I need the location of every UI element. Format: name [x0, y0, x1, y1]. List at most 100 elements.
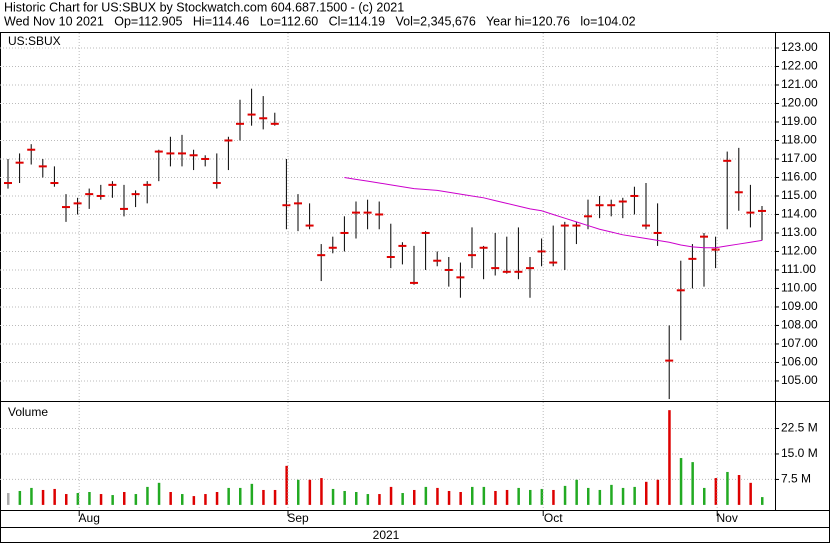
- y-tick-label: 108.00: [781, 318, 818, 332]
- volume-bar: [529, 489, 532, 505]
- y-tick-label: 15.0 M: [781, 446, 818, 460]
- y-tick-label: 22.5 M: [781, 421, 818, 435]
- x-tick-label: Aug: [79, 511, 100, 525]
- y-tick-label: 122.00: [781, 59, 818, 73]
- volume-bar: [343, 490, 346, 505]
- volume-bar: [761, 497, 764, 505]
- volume-bar: [99, 494, 103, 505]
- y-tick-label: 109.00: [781, 299, 818, 313]
- volume-bar: [331, 488, 335, 505]
- volume-bar: [610, 484, 613, 505]
- y-tick-label: 106.00: [781, 355, 818, 369]
- price-panel-title: US:SBUX: [8, 34, 61, 48]
- volume-bar: [378, 494, 381, 505]
- volume-bar: [598, 489, 602, 505]
- volume-bar: [192, 496, 196, 505]
- volume-bar: [76, 493, 80, 505]
- volume-bar: [146, 486, 149, 505]
- volume-bar: [215, 492, 219, 505]
- volume-bar: [53, 488, 56, 505]
- y-tick-label: 7.5 M: [781, 472, 811, 486]
- volume-panel-title: Volume: [8, 405, 48, 419]
- y-tick-label: 105.00: [781, 373, 818, 387]
- x-tick-label: Oct: [544, 511, 563, 525]
- volume-bar: [436, 487, 439, 505]
- volume-bar: [587, 487, 590, 505]
- volume-bar: [41, 489, 45, 505]
- volume-bar: [88, 492, 91, 505]
- volume-bar: [134, 494, 138, 505]
- moving-average: [344, 176, 763, 249]
- volume-bar: [668, 410, 671, 505]
- volume-bar: [679, 458, 683, 505]
- volume-bar: [505, 489, 509, 505]
- volume-bar: [262, 489, 265, 505]
- volume-bar: [552, 489, 555, 505]
- volume-bar: [540, 488, 544, 505]
- volume-bar: [424, 486, 428, 505]
- volume-bar: [111, 495, 114, 505]
- volume-bar: [355, 492, 358, 505]
- y-tick-label: 123.00: [781, 40, 818, 54]
- volume-bar: [366, 494, 370, 505]
- volume-bar: [30, 487, 33, 505]
- y-tick-label: 116.00: [781, 170, 817, 184]
- volume-bar: [297, 479, 300, 505]
- y-tick-label: 107.00: [781, 336, 818, 350]
- volume-bar: [737, 475, 741, 505]
- volume-bar: [726, 471, 729, 505]
- volume-bar: [413, 489, 416, 505]
- volume-bar: [18, 490, 22, 505]
- x-year-label: 2021: [373, 528, 400, 542]
- volume-bar: [447, 490, 451, 505]
- volume-bar: [691, 462, 694, 505]
- volume-bar: [169, 492, 172, 505]
- y-tick-label: 118.00: [781, 133, 817, 147]
- header-line-1: Historic Chart for US:SBUX by Stockwatch…: [4, 0, 404, 14]
- volume-bar: [482, 486, 486, 505]
- volume-bar: [320, 478, 323, 505]
- volume-bar: [645, 481, 648, 505]
- volume-bar: [459, 492, 462, 505]
- y-tick-label: 111.00: [781, 262, 816, 276]
- volume-bar: [471, 486, 474, 505]
- volume-bar: [285, 465, 288, 505]
- y-tick-label: 117.00: [781, 151, 817, 165]
- volume-bar: [273, 489, 277, 505]
- volume-bar: [517, 487, 520, 505]
- header-line-2: Wed Nov 10 2021 Op=112.905 Hi=114.46 Lo=…: [4, 14, 636, 28]
- volume-bar: [157, 482, 161, 505]
- y-tick-label: 112.00: [781, 244, 817, 258]
- y-tick-label: 121.00: [781, 77, 818, 91]
- volume-bar: [227, 487, 230, 505]
- y-tick-label: 120.00: [781, 96, 818, 110]
- volume-bar: [123, 492, 126, 505]
- volume-bar: [656, 479, 660, 505]
- volume-bar: [703, 487, 706, 505]
- x-tick-label: Sep: [287, 511, 309, 525]
- volume-bar: [563, 485, 567, 505]
- volume-bar: [204, 494, 207, 505]
- volume-bar: [250, 483, 254, 505]
- x-tick-label: Nov: [717, 511, 738, 525]
- volume-bar: [575, 479, 578, 505]
- y-tick-label: 115.00: [781, 188, 817, 202]
- volume-bar: [494, 490, 497, 505]
- volume-bar: [749, 482, 752, 505]
- y-tick-label: 114.00: [781, 207, 817, 221]
- volume-bar: [621, 487, 625, 505]
- volume-bar: [65, 494, 68, 505]
- y-tick-label: 110.00: [781, 281, 817, 295]
- volume-bar: [239, 487, 242, 505]
- volume-bar: [181, 494, 184, 505]
- chart-frame: [0, 32, 830, 543]
- y-tick-label: 113.00: [781, 225, 817, 239]
- volume-bar: [308, 479, 312, 505]
- volume-bar: [7, 493, 10, 505]
- volume-bar: [633, 486, 636, 505]
- volume-bar: [401, 493, 404, 505]
- volume-bar: [714, 478, 718, 505]
- volume-bar: [389, 486, 393, 505]
- y-tick-label: 119.00: [781, 114, 817, 128]
